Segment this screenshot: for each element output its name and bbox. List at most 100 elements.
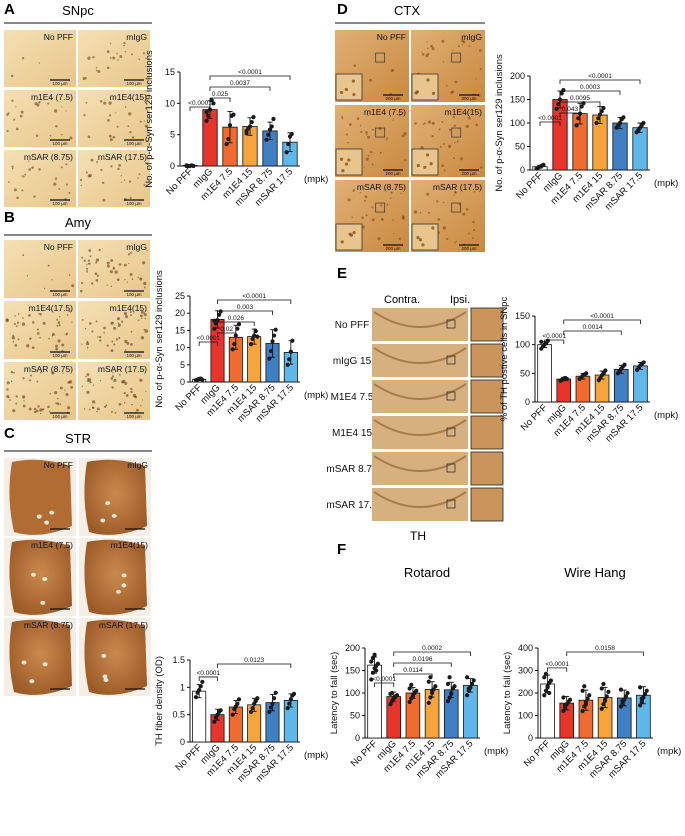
inclusion-dot (38, 168, 41, 171)
roi-box (375, 52, 386, 63)
inclusion-dot (15, 106, 17, 108)
inclusion-dot (400, 192, 402, 195)
th-row-label: mSAR 8.75 (326, 464, 378, 475)
inclusion-dot (143, 312, 147, 316)
inset-dot (416, 235, 420, 240)
significance-bracket (217, 299, 292, 304)
inclusion-dot (404, 159, 407, 162)
inclusion-dot (118, 263, 122, 266)
data-point (231, 112, 236, 117)
inclusion-dot (86, 373, 90, 377)
inclusion-dot (13, 118, 16, 121)
micrograph-label: mSAR (8.75) (24, 364, 73, 374)
panel-letter-b: B (4, 209, 15, 226)
inclusion-dot (113, 343, 116, 346)
data-point (597, 112, 603, 117)
data-point (594, 120, 599, 126)
data-point (583, 702, 589, 707)
y-tick-label: 150 (510, 95, 525, 105)
p-value-label: 0.0196 (413, 656, 433, 663)
inclusion-dot (36, 380, 39, 383)
inclusion-dot (145, 126, 148, 128)
significance-bracket (217, 321, 255, 326)
inclusion-dot (143, 184, 146, 186)
inclusion-dot (430, 44, 433, 48)
ipsi-label: Ipsi. (450, 294, 470, 306)
p-value-label: 0.0002 (422, 645, 442, 652)
micrograph-tile: No PFF 100 µm (4, 240, 76, 298)
inclusion-dot (15, 127, 19, 131)
inclusion-dot (42, 408, 45, 411)
inclusion-dot (79, 289, 83, 293)
inclusion-dot (11, 167, 14, 170)
inclusion-dot (352, 189, 355, 192)
inclusion-dot (367, 115, 369, 117)
inclusion-dot (398, 113, 402, 117)
inclusion-dot (24, 173, 27, 176)
inclusion-dot (421, 53, 425, 56)
inclusion-dot (37, 405, 40, 408)
micrograph-image (4, 150, 76, 207)
data-point (286, 141, 291, 147)
significance-bracket (547, 667, 568, 672)
data-point (250, 706, 255, 711)
inclusion-dot (55, 347, 59, 351)
bar (405, 692, 421, 739)
inclusion-dot (142, 52, 146, 55)
inclusion-dot (124, 50, 127, 53)
inset-image (335, 148, 363, 176)
p-value-label: <0.0001 (242, 293, 266, 300)
th-row-label: M1E4 15 (332, 428, 372, 439)
inclusion-dot (85, 77, 88, 79)
inclusion-dot (95, 279, 99, 282)
inclusion-dot (12, 341, 15, 343)
data-point (191, 163, 196, 169)
p-value-label: <0.0001 (188, 100, 212, 107)
data-point (543, 671, 549, 676)
th-section-image (372, 308, 468, 341)
p-value-label: 0.026 (228, 315, 245, 322)
inclusion-dot (427, 211, 431, 214)
inclusion-dot (345, 133, 349, 136)
scale-bar-label: 100 µm (126, 201, 141, 206)
inclusion-dot (89, 381, 92, 384)
inclusion-dot (378, 127, 382, 131)
data-point (200, 679, 205, 684)
inclusion-dot (99, 99, 103, 103)
data-point (542, 693, 547, 698)
inclusion-dot (442, 226, 446, 230)
inclusion-dot (462, 40, 466, 44)
inclusion-dot (6, 394, 10, 398)
striatum-section (9, 539, 72, 615)
inclusion-dot (106, 66, 110, 70)
chart-ctx-inclusions: 0 50 100 150 200 No. of p-α-Syn ser129 inclus… (494, 54, 678, 212)
inclusion-dot (127, 125, 130, 128)
data-point (557, 97, 563, 102)
data-point (253, 328, 258, 334)
inclusion-dot (110, 410, 113, 413)
inclusion-dot (472, 220, 475, 224)
inclusion-dot (115, 338, 119, 341)
region-title-snpc: SNpc (62, 3, 94, 18)
inclusion-dot (439, 145, 442, 148)
inclusion-dot (56, 324, 59, 327)
inclusion-dot (108, 134, 112, 138)
inclusion-dot (124, 339, 128, 343)
data-point (449, 691, 454, 697)
inclusion-dot (106, 50, 110, 54)
data-point (618, 704, 624, 709)
p-value-label: 0.0037 (230, 80, 250, 87)
data-point (541, 162, 546, 167)
inclusion-dot (131, 278, 134, 280)
data-point (604, 694, 609, 699)
inclusion-dot (86, 264, 88, 266)
inclusion-dot (130, 387, 133, 391)
mpk-label: (mpk) (304, 174, 328, 185)
data-point (216, 312, 222, 318)
inclusion-dot (359, 124, 362, 127)
inclusion-dot (59, 315, 61, 318)
bar (192, 690, 207, 743)
inclusion-dot (426, 47, 429, 50)
inclusion-dot (465, 208, 469, 211)
